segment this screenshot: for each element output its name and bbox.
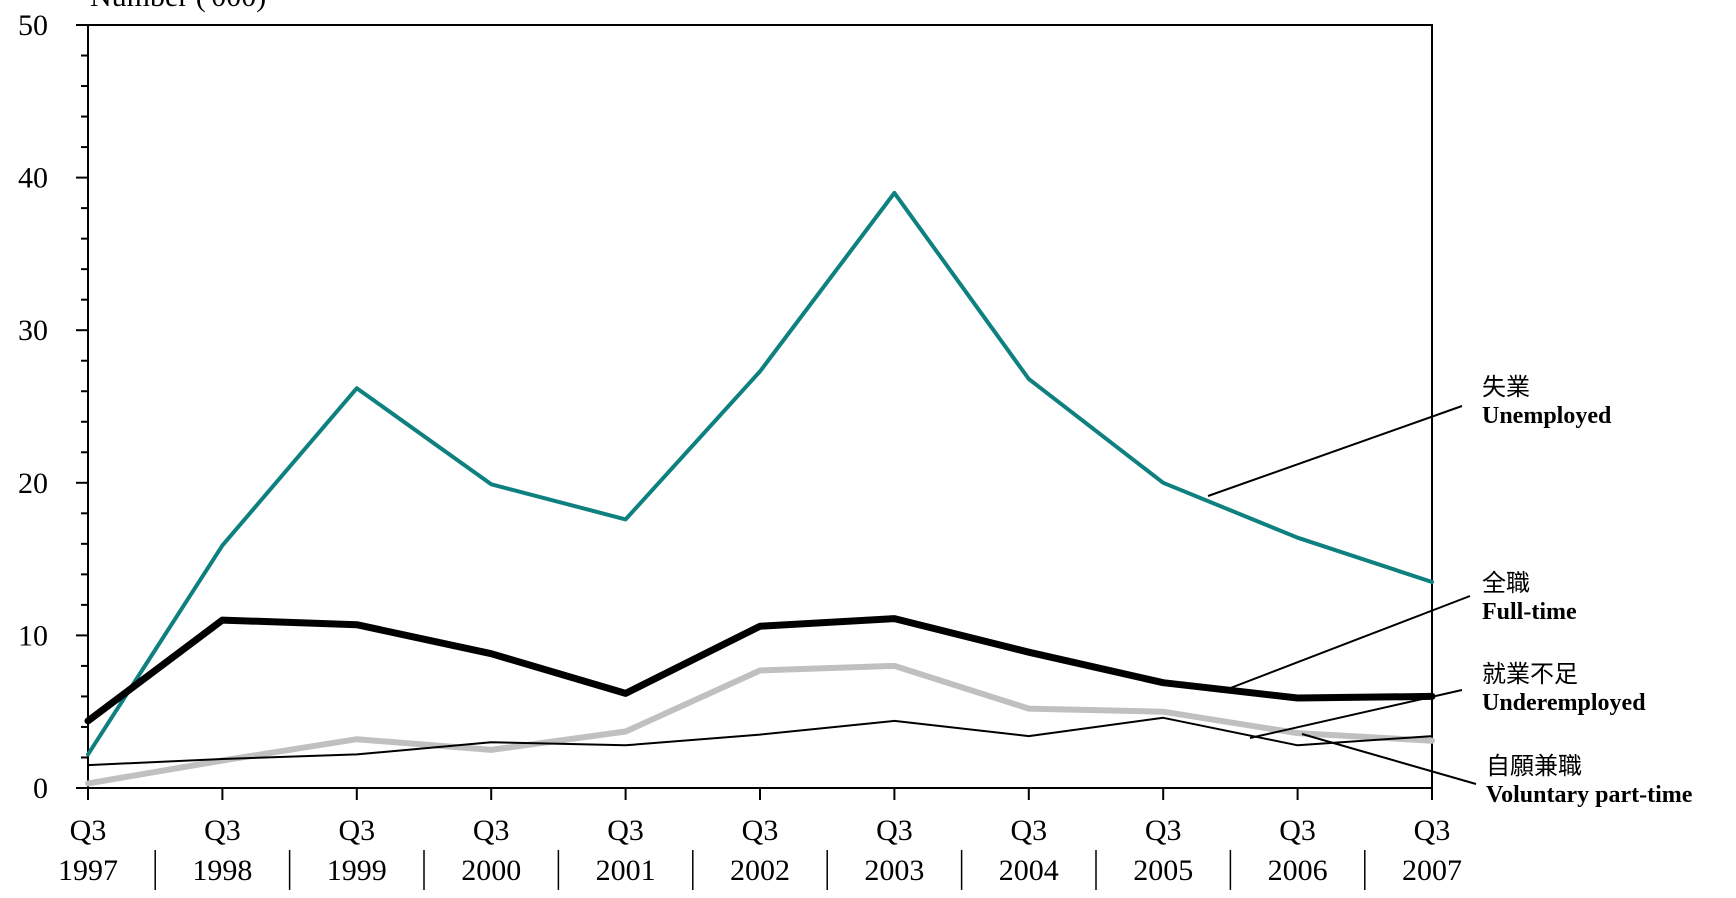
legend-leader-underemployed — [1249, 689, 1463, 739]
x-tick-label-year: 2000 — [461, 854, 521, 887]
x-tick-label-year: 1997 — [58, 854, 118, 887]
y-tick-label: 40 — [18, 162, 48, 195]
legend-label-voluntary: Voluntary part-time — [1486, 782, 1693, 808]
x-tick-label-quarter: Q3 — [1145, 814, 1182, 847]
x-tick-label-year: 1998 — [192, 854, 252, 887]
x-tick-label-quarter: Q3 — [204, 814, 241, 847]
legend-leader-unemployed — [1207, 405, 1463, 497]
legend-label-underemployed: Underemployed — [1482, 690, 1646, 716]
x-tick-label-quarter: Q3 — [338, 814, 375, 847]
x-tick-label-quarter: Q3 — [876, 814, 913, 847]
legend-leader-voluntary — [1301, 733, 1477, 785]
x-tick-label-quarter: Q3 — [607, 814, 644, 847]
x-tick-label-year: 2007 — [1402, 854, 1462, 887]
legend-label-unemployed: Unemployed — [1482, 403, 1612, 429]
x-axis: Q3 1997 Q3 1998 Q3 1999 Q3 2000 Q3 2001 Q3 2002 Q3 20… — [58, 788, 1462, 890]
legend-label-cn-voluntary: 自願兼職 — [1486, 752, 1582, 780]
x-tick-label-quarter: Q3 — [1414, 814, 1451, 847]
y-tick-label: 30 — [18, 314, 48, 347]
y-tick-label: 20 — [18, 467, 48, 500]
series-line-fulltime — [84, 615, 1436, 725]
x-tick-label-year: 2006 — [1268, 854, 1328, 887]
x-tick-label-year: 1999 — [327, 854, 387, 887]
legend-label-fulltime: Full-time — [1482, 599, 1577, 625]
y-tick-label: 10 — [18, 619, 48, 652]
series-layer — [84, 190, 1436, 787]
x-tick-label-year: 2001 — [596, 854, 656, 887]
x-tick-label-quarter: Q3 — [742, 814, 779, 847]
x-tick-label-quarter: Q3 — [1010, 814, 1047, 847]
x-tick-label-year: 2005 — [1133, 854, 1193, 887]
y-axis: 0 10 20 30 40 50 — [18, 9, 88, 805]
legend-label-cn-underemployed: 就業不足 — [1482, 660, 1578, 688]
legend-label-cn-fulltime: 全職 — [1482, 569, 1530, 597]
x-tick-label-year: 2004 — [999, 854, 1059, 887]
legend-label-cn-unemployed: 失業 — [1482, 373, 1530, 401]
series-line-underemployed — [87, 716, 1433, 767]
y-axis-title: Number ('000) — [90, 0, 266, 13]
x-tick-label-year: 2003 — [864, 854, 924, 887]
x-tick-label-quarter: Q3 — [1279, 814, 1316, 847]
legend-leader-fulltime — [1219, 595, 1471, 693]
y-tick-label: 0 — [33, 772, 48, 805]
series-line-voluntary — [85, 662, 1435, 787]
x-tick-label-quarter: Q3 — [473, 814, 510, 847]
x-tick-label-year: 2002 — [730, 854, 790, 887]
series-line-unemployed — [86, 190, 1434, 757]
y-tick-label: 50 — [18, 9, 48, 42]
x-tick-label-quarter: Q3 — [70, 814, 107, 847]
